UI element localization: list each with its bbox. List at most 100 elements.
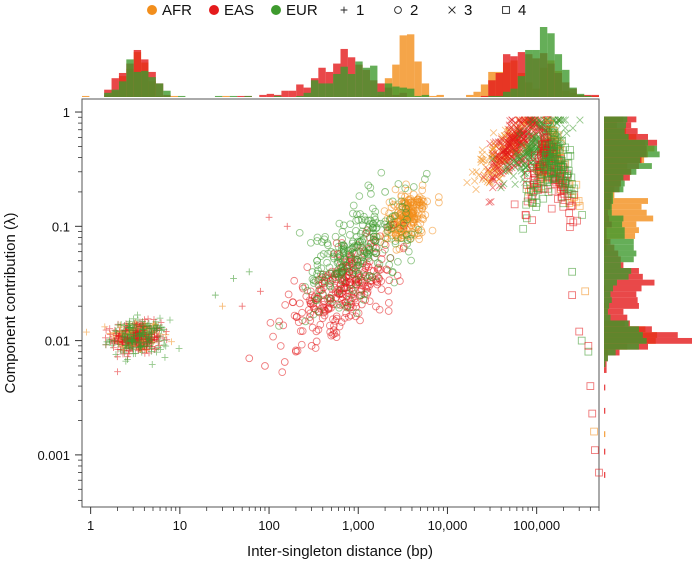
data-point bbox=[500, 179, 508, 188]
top-histogram-bar bbox=[133, 71, 142, 97]
data-point bbox=[130, 321, 138, 329]
top-histogram-bar bbox=[310, 80, 319, 97]
data-point bbox=[386, 254, 395, 262]
data-point bbox=[128, 337, 136, 345]
data-point bbox=[102, 334, 109, 342]
data-point bbox=[147, 330, 155, 338]
top-histogram-bar bbox=[414, 61, 422, 97]
data-point bbox=[318, 278, 326, 287]
data-point bbox=[551, 163, 560, 171]
data-point bbox=[401, 184, 410, 193]
top-histogram-bar bbox=[466, 94, 474, 97]
data-point bbox=[278, 368, 287, 377]
right-histogram-bar bbox=[604, 326, 639, 333]
outlier-points bbox=[211, 188, 603, 477]
data-point bbox=[407, 256, 415, 265]
top-histogram-bar bbox=[155, 83, 164, 97]
data-point bbox=[392, 245, 401, 254]
top-histogram-bar bbox=[384, 83, 393, 97]
data-point bbox=[102, 341, 110, 349]
data-point bbox=[526, 120, 534, 128]
data-point bbox=[337, 269, 346, 277]
x-tick-label: 10,000 bbox=[428, 518, 468, 533]
data-point bbox=[475, 171, 483, 179]
right-histogram-bar bbox=[604, 192, 614, 199]
top-histogram-bar bbox=[495, 72, 503, 97]
legend-label-component-4: 4 bbox=[518, 2, 526, 19]
right-histogram-bar bbox=[604, 145, 658, 152]
data-point bbox=[130, 315, 137, 323]
top-histogram-bar bbox=[525, 49, 533, 97]
data-point bbox=[275, 317, 283, 326]
top-histogram-bar bbox=[502, 91, 511, 97]
data-point bbox=[417, 210, 426, 219]
data-point bbox=[137, 343, 145, 350]
data-point bbox=[139, 318, 146, 325]
data-point bbox=[134, 347, 142, 355]
data-point bbox=[356, 316, 364, 325]
data-point bbox=[508, 116, 516, 124]
data-point bbox=[489, 129, 498, 137]
top-histogram-bar bbox=[399, 87, 407, 97]
data-point bbox=[265, 213, 273, 221]
data-point bbox=[525, 116, 533, 124]
data-point bbox=[517, 141, 526, 149]
data-point bbox=[301, 317, 310, 326]
top-histogram-bar bbox=[488, 80, 496, 97]
data-point bbox=[325, 263, 334, 272]
data-point bbox=[510, 158, 518, 166]
data-point bbox=[136, 331, 144, 339]
data-point bbox=[586, 382, 595, 390]
data-point bbox=[388, 268, 397, 276]
data-point bbox=[485, 198, 493, 206]
data-point bbox=[566, 146, 574, 154]
right-histogram-bar bbox=[604, 180, 625, 187]
data-point bbox=[120, 349, 128, 357]
data-point bbox=[372, 223, 381, 232]
data-point bbox=[384, 286, 393, 295]
data-point bbox=[577, 336, 586, 345]
data-point bbox=[309, 279, 318, 287]
data-point bbox=[308, 323, 317, 332]
data-point bbox=[414, 225, 423, 234]
data-point bbox=[495, 181, 504, 190]
data-point bbox=[343, 303, 351, 312]
data-point bbox=[359, 295, 368, 304]
data-point bbox=[561, 143, 570, 152]
data-point bbox=[576, 116, 584, 124]
data-point bbox=[548, 128, 557, 137]
data-point bbox=[544, 188, 553, 197]
right-histogram-bar bbox=[604, 448, 606, 455]
data-point bbox=[381, 188, 389, 196]
data-point bbox=[326, 279, 334, 288]
data-point bbox=[468, 168, 477, 176]
right-histogram-bar bbox=[604, 209, 647, 216]
data-point bbox=[318, 273, 327, 281]
right-histogram-bar bbox=[604, 349, 616, 356]
data-point bbox=[354, 278, 363, 286]
legend-label-eur: EUR bbox=[286, 2, 318, 19]
data-point bbox=[488, 149, 496, 157]
data-point bbox=[106, 325, 114, 333]
data-point bbox=[114, 340, 122, 348]
right-histogram-bar bbox=[604, 303, 639, 309]
data-point bbox=[541, 161, 549, 170]
data-point bbox=[562, 129, 571, 137]
data-point bbox=[324, 241, 332, 250]
data-point bbox=[552, 171, 561, 180]
right-histogram-bar bbox=[604, 285, 642, 292]
data-point bbox=[532, 203, 540, 211]
data-point bbox=[152, 334, 160, 342]
data-point bbox=[360, 234, 368, 243]
data-point bbox=[303, 286, 312, 295]
data-point bbox=[371, 236, 380, 245]
data-point bbox=[150, 325, 157, 333]
data-point bbox=[523, 127, 531, 135]
data-point bbox=[394, 257, 402, 266]
data-point bbox=[335, 303, 343, 312]
data-point bbox=[588, 409, 597, 418]
top-histogram-bar bbox=[392, 86, 400, 97]
data-point bbox=[391, 239, 400, 248]
data-point bbox=[306, 287, 315, 296]
x-tick-label: 1 bbox=[87, 518, 94, 533]
